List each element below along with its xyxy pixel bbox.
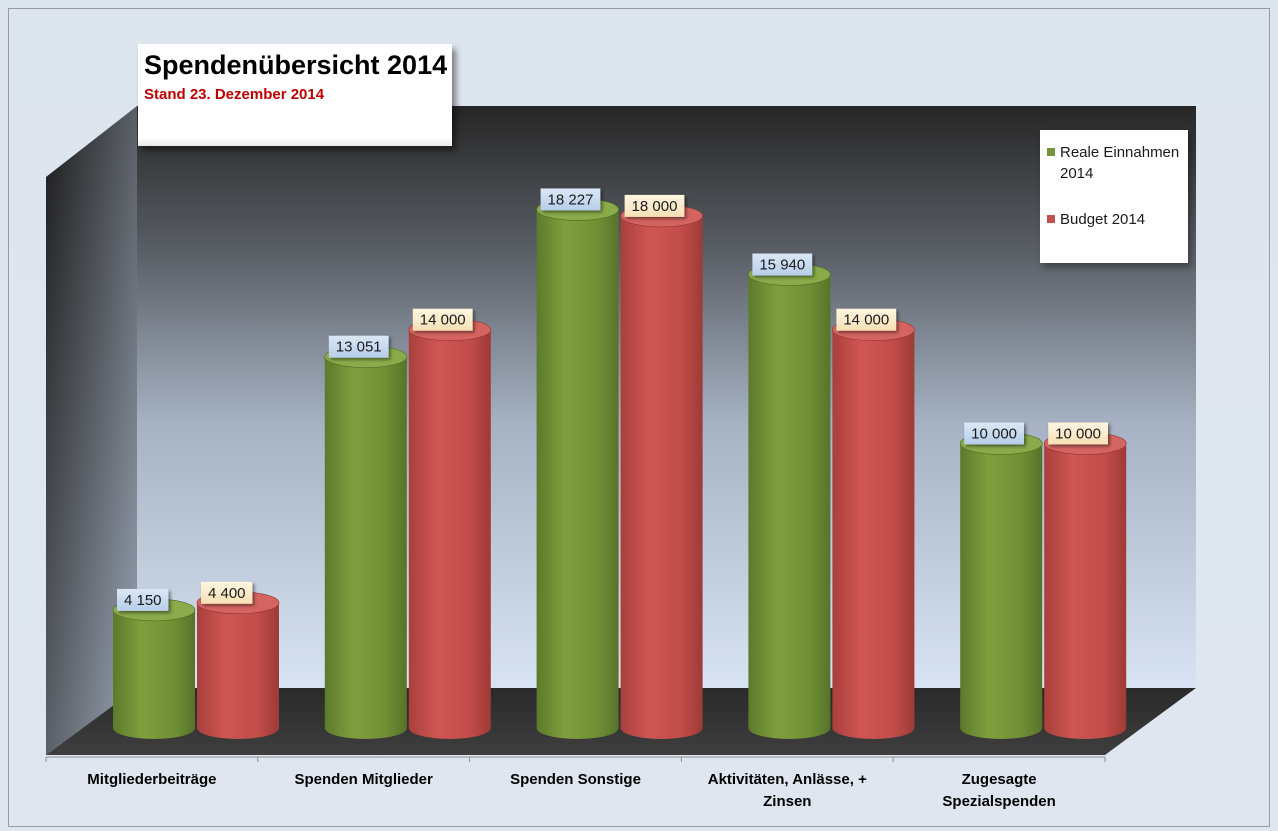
- x-label-line: Zugesagte: [961, 771, 1037, 788]
- value-label-bg-reale-zugesagte-spezialspenden: [964, 422, 1024, 445]
- bar-body-budget-spenden-mitglieder: [408, 329, 491, 740]
- x-label-line: Aktivitäten, Anlässe, +: [707, 771, 867, 788]
- value-label-text-budget-spenden-mitglieder: 14 000: [420, 312, 466, 329]
- value-label-bg-budget-mitgliederbeitrage: [201, 581, 253, 604]
- bar-budget-aktivitaten-anlasse-zinsen: [832, 318, 915, 740]
- bar-reale-mitgliederbeitrage: [112, 598, 196, 739]
- value-label-text-reale-zugesagte-spezialspenden: 10 000: [971, 426, 1017, 443]
- chart-border: [8, 8, 1270, 827]
- value-label-text-budget-aktivitaten-anlasse-zinsen: 14 000: [843, 312, 889, 329]
- bar-budget-zugesagte-spezialspenden: [1043, 432, 1127, 740]
- bar-body-reale-zugesagte-spezialspenden: [960, 443, 1043, 739]
- value-label-budget-mitgliederbeitrage: 4 400: [201, 581, 253, 604]
- x-label-spenden-sonstige: Spenden Sonstige: [471, 769, 681, 791]
- value-label-text-reale-mitgliederbeitrage: 4 150: [124, 592, 162, 609]
- x-label-line: Spezialspenden: [942, 793, 1056, 810]
- value-label-budget-zugesagte-spezialspenden: 10 000: [1048, 422, 1108, 445]
- legend-swatch-red: [1047, 215, 1055, 223]
- legend: Reale Einnahmen 2014 Budget 2014: [1040, 130, 1188, 263]
- value-label-bg-budget-spenden-mitglieder: [412, 308, 473, 331]
- value-label-text-budget-zugesagte-spezialspenden: 10 000: [1055, 426, 1101, 443]
- x-axis-ticks: [45, 757, 1106, 762]
- value-label-bg-budget-spenden-sonstige: [624, 194, 685, 217]
- chart-title: Spendenübersicht 2014: [144, 50, 448, 80]
- bar-reale-zugesagte-spezialspenden: [959, 432, 1043, 739]
- bar-body-budget-spenden-sonstige: [620, 215, 703, 739]
- value-label-bg-budget-zugesagte-spezialspenden: [1048, 422, 1108, 445]
- bar-budget-mitgliederbeitrage: [196, 591, 280, 739]
- bar-body-reale-spenden-sonstige: [536, 209, 619, 740]
- bar-body-reale-mitgliederbeitrage: [113, 609, 195, 739]
- value-label-bg-reale-spenden-sonstige: [540, 188, 601, 211]
- value-label-text-reale-spenden-sonstige: 18 227: [548, 191, 594, 208]
- value-label-text-budget-mitgliederbeitrage: 4 400: [208, 585, 246, 602]
- x-label-zugesagte-spezialspenden: Zugesagte Spezialspenden: [894, 769, 1104, 813]
- value-label-reale-aktivitaten-anlasse-zinsen: 15 940: [752, 253, 813, 276]
- legend-label-budget: Budget 2014: [1060, 211, 1146, 228]
- side-wall: [46, 106, 137, 755]
- x-label-line: Spenden Mitglieder: [294, 771, 433, 788]
- value-label-bg-budget-aktivitaten-anlasse-zinsen: [836, 308, 897, 331]
- x-label-line: Spenden Sonstige: [510, 771, 641, 788]
- value-label-text-reale-spenden-mitglieder: 13 051: [336, 339, 382, 356]
- value-label-bg-reale-spenden-mitglieder: [328, 335, 389, 358]
- legend-swatch-green: [1047, 148, 1055, 156]
- x-label-line: Zinsen: [763, 793, 812, 810]
- value-label-bg-reale-aktivitaten-anlasse-zinsen: [752, 253, 813, 276]
- x-label-mitgliederbeitrage: Mitgliederbeiträge: [47, 769, 257, 791]
- value-label-reale-mitgliederbeitrage: 4 150: [117, 588, 169, 611]
- legend-label-reale-einnahmen: Reale Einnahmen 2014: [1060, 142, 1190, 184]
- bar-reale-spenden-sonstige: [536, 198, 619, 740]
- x-label-line: Mitgliederbeiträge: [87, 771, 217, 788]
- value-label-reale-spenden-sonstige: 18 227: [540, 188, 601, 211]
- bar-reale-spenden-mitglieder: [324, 345, 408, 739]
- value-label-bg-reale-mitgliederbeitrage: [117, 588, 169, 611]
- bar-body-budget-aktivitaten-anlasse-zinsen: [832, 329, 915, 740]
- bar-budget-spenden-sonstige: [620, 204, 703, 739]
- value-label-text-budget-spenden-sonstige: 18 000: [632, 198, 678, 215]
- bar-body-budget-mitgliederbeitrage: [197, 602, 279, 739]
- bar-body-reale-aktivitaten-anlasse-zinsen: [748, 274, 831, 740]
- value-label-reale-spenden-mitglieder: 13 051: [328, 335, 389, 358]
- x-label-aktivitaten-anlasse-zinsen: Aktivitäten, Anlässe, + Zinsen: [682, 769, 892, 813]
- chart-subtitle: Stand 23. Dezember 2014: [144, 86, 325, 103]
- title-box: Spendenübersicht 2014 Stand 23. Dezember…: [138, 44, 452, 146]
- value-label-budget-spenden-sonstige: 18 000: [624, 194, 685, 217]
- legend-label-line-1: Reale Einnahmen: [1060, 144, 1180, 161]
- bar-body-budget-zugesagte-spezialspenden: [1044, 443, 1127, 740]
- bar-budget-spenden-mitglieder: [408, 318, 492, 740]
- x-label-spenden-mitglieder: Spenden Mitglieder: [259, 769, 469, 791]
- bar-body-reale-spenden-mitglieder: [324, 356, 407, 739]
- value-label-text-reale-aktivitaten-anlasse-zinsen: 15 940: [759, 257, 805, 274]
- value-label-budget-aktivitaten-anlasse-zinsen: 14 000: [836, 308, 897, 331]
- legend-label-line-2: 2014: [1060, 165, 1094, 182]
- value-label-budget-spenden-mitglieder: 14 000: [412, 308, 473, 331]
- bar-reale-aktivitaten-anlasse-zinsen: [748, 263, 831, 740]
- value-label-reale-zugesagte-spezialspenden: 10 000: [964, 422, 1024, 445]
- value-labels-group: 4 150 4 400 13 051 14 000 18 227 18 000 15 940…: [117, 188, 1108, 611]
